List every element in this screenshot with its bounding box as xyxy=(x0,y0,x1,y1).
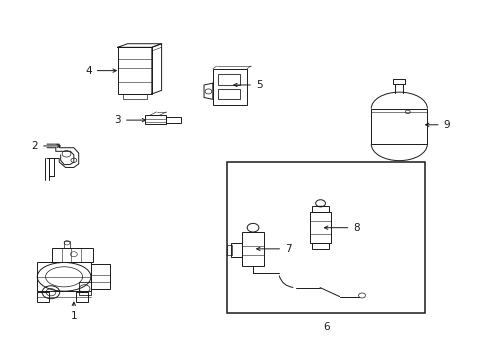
Text: 1: 1 xyxy=(70,302,77,321)
Bar xyxy=(310,212,330,243)
Text: 6: 6 xyxy=(322,322,329,332)
Bar xyxy=(37,262,91,291)
Bar xyxy=(166,117,181,123)
Bar xyxy=(217,74,239,85)
Bar xyxy=(393,78,405,84)
Bar xyxy=(91,264,110,289)
Text: 5: 5 xyxy=(233,80,262,90)
Bar xyxy=(231,243,242,257)
Bar xyxy=(217,89,239,99)
Bar xyxy=(312,243,328,249)
Bar xyxy=(118,47,152,94)
Bar xyxy=(227,162,424,313)
Bar xyxy=(76,292,88,302)
Bar xyxy=(79,282,91,295)
Text: 3: 3 xyxy=(114,115,145,125)
Text: 4: 4 xyxy=(85,66,116,76)
Bar xyxy=(37,292,49,302)
Bar xyxy=(312,206,328,212)
Text: 7: 7 xyxy=(256,244,291,254)
Text: 2: 2 xyxy=(31,141,60,151)
Text: 9: 9 xyxy=(425,120,449,130)
Bar xyxy=(242,232,264,266)
Bar xyxy=(212,69,246,105)
Bar xyxy=(144,116,166,125)
Bar xyxy=(122,94,147,99)
Bar xyxy=(227,244,232,255)
Bar xyxy=(64,241,70,248)
Bar xyxy=(52,248,93,262)
Bar xyxy=(370,109,427,144)
Text: 8: 8 xyxy=(324,223,359,233)
